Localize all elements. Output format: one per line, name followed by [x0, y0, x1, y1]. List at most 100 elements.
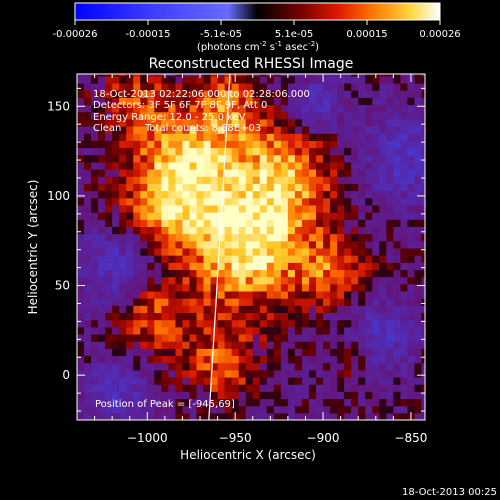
heatmap-cell — [133, 305, 141, 314]
heatmap-cell — [421, 233, 425, 242]
heatmap-cell — [259, 305, 268, 314]
heatmap-cell — [98, 97, 106, 106]
heatmap-cell — [266, 369, 275, 378]
heatmap-cell — [133, 154, 141, 163]
heatmap-cell — [98, 140, 106, 149]
heatmap-cell — [196, 133, 205, 141]
heatmap-cell — [175, 348, 184, 357]
heatmap-cell — [210, 74, 219, 77]
heatmap-cell — [400, 161, 409, 170]
heatmap-cell — [252, 369, 261, 378]
heatmap-cell — [316, 391, 324, 400]
heatmap-cell — [154, 169, 162, 177]
heatmap-cell — [140, 312, 148, 321]
heatmap-cell — [168, 362, 177, 371]
heatmap-cell — [330, 233, 338, 242]
heatmap-cell — [98, 183, 106, 192]
heatmap-cell — [84, 412, 92, 420]
heatmap-cell — [266, 154, 275, 163]
heatmap-cell — [189, 197, 198, 206]
heatmap-cell — [224, 247, 233, 256]
heatmap-cell — [309, 169, 317, 177]
heatmap-cell — [126, 276, 134, 285]
heatmap-cell — [358, 305, 366, 314]
heatmap-cell — [147, 125, 155, 134]
heatmap-cell — [372, 405, 380, 414]
heatmap-cell — [119, 169, 127, 177]
heatmap-cell — [91, 376, 99, 385]
heatmap-cell — [252, 240, 261, 249]
heatmap-cell — [98, 190, 106, 199]
heatmap-cell — [182, 197, 191, 206]
heatmap-cell — [337, 219, 345, 227]
heatmap-cell — [344, 154, 352, 163]
heatmap-cell — [168, 384, 177, 392]
heatmap-cell — [133, 125, 141, 134]
heatmap-cell — [372, 82, 380, 91]
colorbar-tick-label: 5.1e-05 — [275, 29, 313, 40]
heatmap-cell — [323, 305, 331, 314]
heatmap-cell — [407, 233, 416, 242]
heatmap-cell — [309, 391, 317, 400]
heatmap-cell — [224, 233, 233, 242]
heatmap-cell — [414, 82, 423, 91]
heatmap-cell — [168, 405, 177, 414]
heatmap-cell — [301, 154, 310, 163]
heatmap-cell — [280, 233, 289, 242]
heatmap-cell — [266, 133, 275, 141]
heatmap-cell — [147, 376, 155, 385]
heatmap-cell — [238, 82, 247, 91]
heatmap-cell — [358, 183, 366, 192]
heatmap-cell — [238, 75, 247, 84]
heatmap-cell — [84, 305, 92, 314]
heatmap-cell — [358, 226, 366, 235]
heatmap-cell — [112, 176, 120, 184]
heatmap-cell — [266, 326, 275, 335]
heatmap-cell — [231, 269, 240, 278]
heatmap-cell — [309, 240, 317, 249]
heatmap-cell — [259, 233, 268, 242]
heatmap-cell — [182, 147, 191, 156]
heatmap-cell — [203, 204, 212, 213]
heatmap-cell — [287, 154, 296, 163]
heatmap-cell — [407, 90, 416, 98]
heatmap-cell — [133, 74, 141, 77]
heatmap-cell — [231, 240, 240, 249]
x-axis-ticks: −1000 −950 −900 −850 — [94, 74, 427, 445]
heatmap-cell — [393, 183, 401, 192]
heatmap-cell — [196, 355, 205, 364]
heatmap-cell — [379, 169, 387, 177]
heatmap-cell — [421, 161, 425, 170]
heatmap-cell — [309, 290, 317, 299]
heatmap-cell — [323, 154, 331, 163]
heatmap-cell — [77, 276, 85, 285]
heatmap-cell — [189, 376, 198, 385]
heatmap-cell — [309, 197, 317, 206]
heatmap-cell — [358, 240, 366, 249]
heatmap-cell — [393, 283, 401, 292]
heatmap-cell — [301, 90, 310, 98]
heatmap-cell — [407, 197, 416, 206]
heatmap-cell — [224, 154, 233, 163]
heatmap-cell — [119, 104, 127, 113]
heatmap-cell — [351, 240, 359, 249]
heatmap-cell — [119, 82, 127, 91]
heatmap-cell — [344, 298, 352, 306]
heatmap-cell — [140, 212, 148, 220]
heatmap-cell — [196, 190, 205, 199]
heatmap-cell — [301, 75, 310, 84]
heatmap-cell — [252, 355, 261, 364]
heatmap-cell — [252, 333, 261, 342]
heatmap-cell — [245, 75, 254, 84]
heatmap-cell — [147, 154, 155, 163]
heatmap-cell — [147, 75, 155, 84]
heatmap-cell — [175, 140, 184, 149]
heatmap-cell — [147, 104, 155, 113]
heatmap-cell — [379, 190, 387, 199]
heatmap-cell — [330, 140, 338, 149]
heatmap-cell — [414, 362, 423, 371]
plot-frame — [76, 73, 426, 421]
heatmap-cell — [210, 233, 219, 242]
heatmap-cell — [238, 140, 247, 149]
heatmap-cell — [112, 290, 120, 299]
